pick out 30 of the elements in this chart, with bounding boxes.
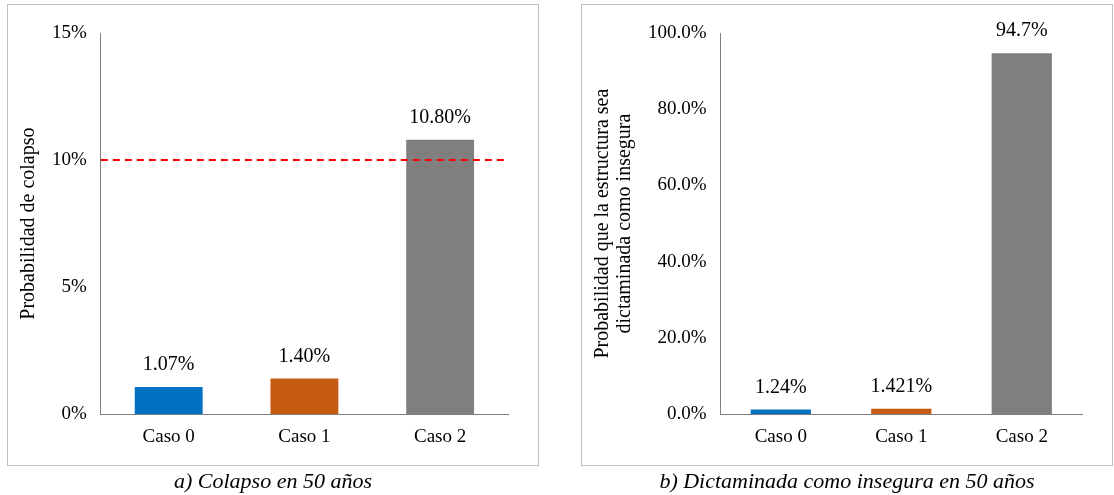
y-tick-label: 0.0% bbox=[667, 402, 707, 424]
x-tick-label: Caso 0 bbox=[754, 424, 807, 446]
y-axis-title: Probabilidad que la estructura sea dictaminada como insegura bbox=[590, 88, 636, 359]
data-label: 1.40% bbox=[278, 343, 331, 366]
y-tick-label: 60.0% bbox=[657, 173, 707, 195]
data-label: 10.80% bbox=[409, 104, 471, 127]
text: b) Dictaminada como insegura en 50 años bbox=[658, 468, 1036, 494]
data-label: 1.07% bbox=[142, 352, 195, 375]
bar bbox=[871, 408, 932, 415]
bar bbox=[134, 387, 203, 415]
y-tick-label: 100.0% bbox=[648, 20, 707, 42]
y-tick-label: 5% bbox=[61, 275, 87, 297]
y-axis-title: Probabilidad de colapso bbox=[16, 127, 40, 320]
x-tick-label: Caso 2 bbox=[995, 424, 1048, 446]
data-label: 1.24% bbox=[754, 374, 807, 397]
x-tick-label: Caso 2 bbox=[414, 424, 467, 446]
y-tick-label: 20.0% bbox=[657, 325, 707, 347]
y-tick-label: 10% bbox=[52, 148, 87, 170]
x-tick-label: Caso 1 bbox=[278, 424, 331, 446]
y-tick-label: 40.0% bbox=[657, 249, 707, 271]
data-label: 1.421% bbox=[870, 374, 933, 397]
text: a) Colapso en 50 años bbox=[173, 468, 373, 494]
y-tick-label: 80.0% bbox=[657, 97, 707, 119]
y-tick-label: 15% bbox=[52, 20, 87, 42]
data-label: 94.7% bbox=[995, 18, 1048, 41]
bar bbox=[750, 409, 811, 415]
bar bbox=[270, 378, 339, 415]
y-tick-label: 0% bbox=[61, 402, 87, 424]
x-tick-label: Caso 0 bbox=[142, 424, 195, 446]
x-tick-label: Caso 1 bbox=[875, 424, 928, 446]
